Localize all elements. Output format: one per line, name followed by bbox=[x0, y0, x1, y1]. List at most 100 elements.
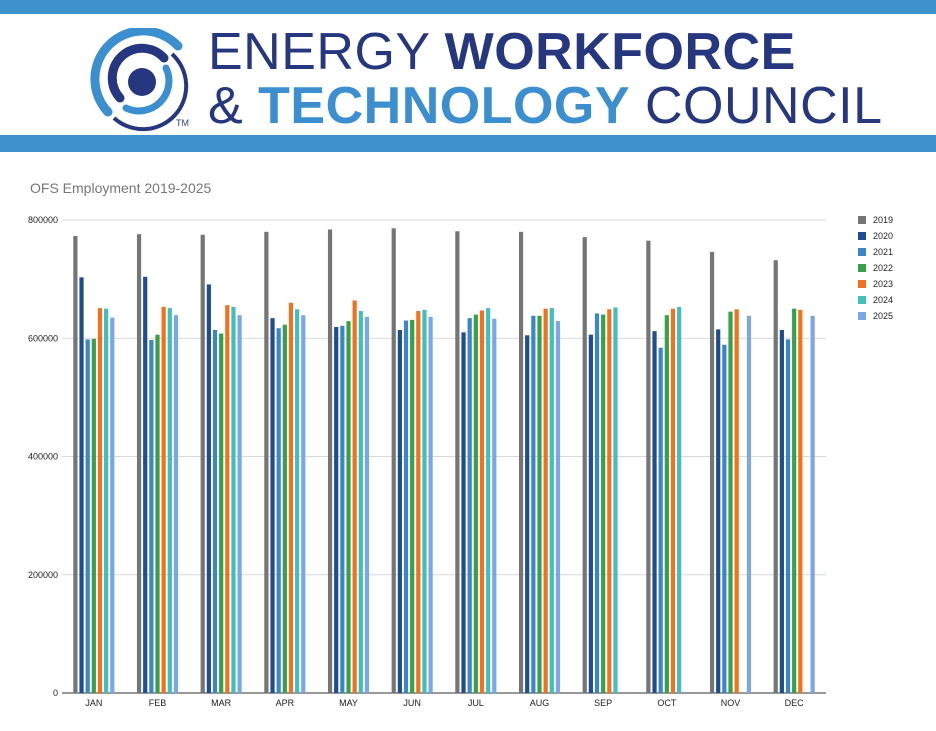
bar-2020-dec bbox=[779, 329, 784, 693]
chart-title: OFS Employment 2019-2025 bbox=[30, 180, 212, 196]
x-tick-label: APR bbox=[276, 698, 295, 708]
bar-2025-nov bbox=[746, 315, 752, 693]
bar-2025-apr bbox=[301, 315, 306, 693]
bar-2023-jan bbox=[97, 308, 103, 693]
bar-2019-may bbox=[327, 229, 333, 693]
bar-2022-apr bbox=[282, 324, 287, 693]
bar-2021-may bbox=[340, 325, 345, 693]
brand-word-workforce: WORKFORCE bbox=[444, 23, 796, 81]
bar-2022-nov bbox=[728, 311, 733, 693]
bar-2022-sep bbox=[601, 314, 606, 693]
legend-swatch bbox=[858, 216, 866, 224]
bar-2019-feb bbox=[136, 234, 142, 693]
bar-2024-aug bbox=[549, 308, 554, 693]
bar-2020-sep bbox=[588, 334, 593, 693]
bar-2022-mar bbox=[219, 333, 224, 693]
legend-label: 2025 bbox=[873, 311, 894, 321]
bar-2022-jul bbox=[473, 314, 478, 693]
bar-2019-apr bbox=[264, 231, 269, 693]
bar-2024-jan bbox=[104, 308, 109, 693]
bar-2019-nov bbox=[709, 251, 715, 694]
bar-2025-jun bbox=[428, 316, 433, 693]
bar-2023-apr bbox=[288, 302, 294, 693]
legend-label: 2023 bbox=[873, 279, 894, 289]
top-band bbox=[0, 0, 936, 14]
legend-item-2019: 2019 bbox=[858, 212, 893, 228]
bar-2025-mar bbox=[237, 315, 242, 693]
bar-2022-may bbox=[346, 321, 351, 693]
bar-2025-jul bbox=[492, 318, 497, 693]
brand-ampersand: & bbox=[208, 77, 259, 135]
bar-2024-mar bbox=[231, 306, 236, 693]
bar-2020-may bbox=[334, 327, 339, 693]
bar-2019-dec bbox=[773, 260, 778, 693]
bar-2021-aug bbox=[531, 315, 536, 693]
legend-label: 2021 bbox=[873, 247, 894, 257]
bar-2024-jun bbox=[422, 309, 427, 693]
bar-2019-aug bbox=[518, 231, 524, 693]
brand-title-line2: & TECHNOLOGY COUNCIL bbox=[208, 80, 883, 132]
bar-2021-oct bbox=[658, 347, 663, 693]
bar-2021-jun bbox=[403, 320, 409, 693]
bar-2022-jan bbox=[91, 338, 96, 693]
bar-2025-jan bbox=[110, 317, 115, 693]
brand-word-energy: ENERGY bbox=[208, 23, 445, 81]
y-tick-label: 0 bbox=[53, 688, 58, 698]
bar-2021-sep bbox=[594, 313, 600, 693]
legend-swatch bbox=[858, 280, 866, 288]
bar-2023-nov bbox=[734, 309, 739, 693]
bar-2024-jul bbox=[486, 308, 491, 693]
bar-2022-dec bbox=[792, 308, 797, 693]
bar-2023-oct bbox=[670, 308, 676, 693]
bar-2023-mar bbox=[225, 305, 230, 693]
bar-2020-apr bbox=[270, 318, 275, 693]
council-logo-icon bbox=[90, 28, 189, 132]
y-tick-label: 400000 bbox=[28, 452, 58, 462]
bar-2021-apr bbox=[276, 328, 281, 693]
bar-2023-dec bbox=[798, 309, 803, 693]
bar-2021-jan bbox=[85, 339, 90, 693]
x-tick-label: MAY bbox=[339, 698, 358, 708]
x-tick-label: DEC bbox=[785, 698, 805, 708]
bar-2020-feb bbox=[143, 276, 148, 693]
bar-2020-nov bbox=[716, 329, 721, 693]
bar-2019-oct bbox=[646, 240, 651, 693]
y-tick-label: 200000 bbox=[28, 570, 58, 580]
bar-2019-jan bbox=[73, 235, 78, 693]
bar-2021-mar bbox=[212, 329, 218, 693]
bar-2024-may bbox=[358, 311, 363, 693]
legend-swatch bbox=[858, 232, 866, 240]
bar-2022-oct bbox=[664, 315, 669, 693]
bar-2025-dec bbox=[810, 315, 815, 693]
bar-2022-jun bbox=[410, 319, 415, 693]
bar-2025-aug bbox=[555, 321, 561, 693]
brand-word-council: COUNCIL bbox=[630, 77, 883, 135]
bar-2023-jul bbox=[479, 310, 485, 693]
x-tick-label: OCT bbox=[657, 698, 677, 708]
bar-2019-mar bbox=[200, 234, 205, 693]
legend-item-2022: 2022 bbox=[858, 260, 893, 276]
x-tick-label: FEB bbox=[149, 698, 167, 708]
header-bottom-band bbox=[0, 135, 936, 152]
bar-2021-feb bbox=[149, 340, 154, 693]
bar-2023-sep bbox=[607, 309, 612, 693]
bar-2020-jun bbox=[397, 329, 402, 693]
bar-2021-nov bbox=[722, 344, 727, 693]
bar-2020-oct bbox=[652, 331, 657, 693]
legend-swatch bbox=[858, 264, 866, 272]
bar-2019-sep bbox=[582, 237, 587, 694]
bar-2023-jun bbox=[416, 311, 421, 693]
chart-legend: 2019 2020 2021 2022 2023 2024 2025 bbox=[858, 212, 893, 324]
legend-item-2025: 2025 bbox=[858, 308, 893, 324]
bar-2020-aug bbox=[525, 335, 530, 693]
legend-item-2020: 2020 bbox=[858, 228, 893, 244]
bar-2024-oct bbox=[677, 306, 682, 693]
bar-2025-feb bbox=[173, 315, 179, 693]
y-tick-label: 800000 bbox=[28, 215, 58, 225]
legend-label: 2020 bbox=[873, 231, 894, 241]
brand-word-technology: TECHNOLOGY bbox=[258, 77, 631, 135]
x-tick-label: AUG bbox=[530, 698, 550, 708]
bar-2021-dec bbox=[785, 339, 791, 693]
x-tick-label: SEP bbox=[594, 698, 612, 708]
